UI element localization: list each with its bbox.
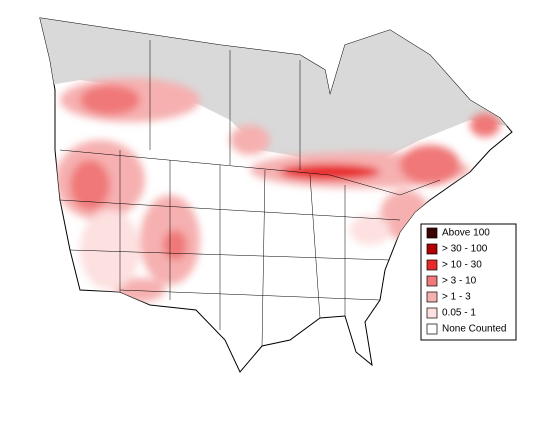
legend-swatch <box>426 227 438 239</box>
legend-swatch <box>426 243 438 255</box>
legend: Above 100 > 30 - 100 > 10 - 30 > 3 - 10 > 1 … <box>420 223 517 341</box>
legend-label: > 3 - 10 <box>442 276 477 287</box>
borders <box>59 40 441 347</box>
no-data-region <box>40 18 512 165</box>
legend-swatch <box>426 307 438 319</box>
legend-label: None Counted <box>442 324 507 335</box>
legend-label: > 1 - 3 <box>442 292 471 303</box>
legend-swatch <box>426 259 438 271</box>
legend-swatch <box>426 275 438 287</box>
legend-swatch <box>426 323 438 335</box>
legend-label: > 10 - 30 <box>442 260 482 271</box>
abundance-shading <box>55 78 500 302</box>
land-area <box>39 17 513 373</box>
legend-swatch <box>426 291 438 303</box>
legend-label: > 30 - 100 <box>442 244 488 255</box>
legend-label: 0.05 - 1 <box>442 308 476 319</box>
legend-label: Above 100 <box>442 228 490 239</box>
